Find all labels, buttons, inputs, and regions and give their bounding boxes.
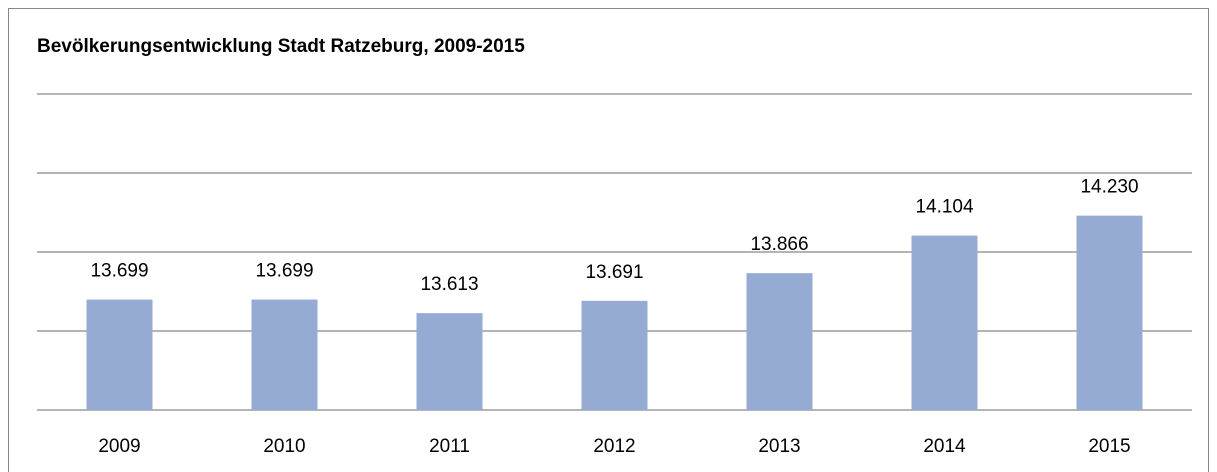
bar <box>911 235 978 410</box>
bar <box>1076 215 1143 410</box>
x-tick-label: 2014 <box>923 436 966 457</box>
data-label: 14.104 <box>915 197 974 218</box>
data-label: 13.613 <box>420 274 478 295</box>
x-tick-label: 2012 <box>593 436 635 457</box>
data-label: 14.230 <box>1080 177 1138 198</box>
x-tick-label: 2015 <box>1088 436 1130 457</box>
x-tick-label: 2009 <box>98 436 140 457</box>
x-tick-label: 2013 <box>758 436 800 457</box>
x-tick-label: 2011 <box>429 436 470 457</box>
bar <box>251 299 318 410</box>
chart-title: Bevölkerungsentwicklung Stadt Ratzeburg,… <box>37 36 525 57</box>
data-label: 13.699 <box>90 261 148 282</box>
x-tick-label: 2010 <box>263 436 305 457</box>
data-label: 13.691 <box>585 262 643 283</box>
bar <box>86 299 153 410</box>
bar <box>581 300 648 410</box>
bar <box>746 273 813 410</box>
data-label: 13.866 <box>750 234 808 255</box>
data-label: 13.699 <box>255 261 313 282</box>
bar <box>416 313 483 410</box>
